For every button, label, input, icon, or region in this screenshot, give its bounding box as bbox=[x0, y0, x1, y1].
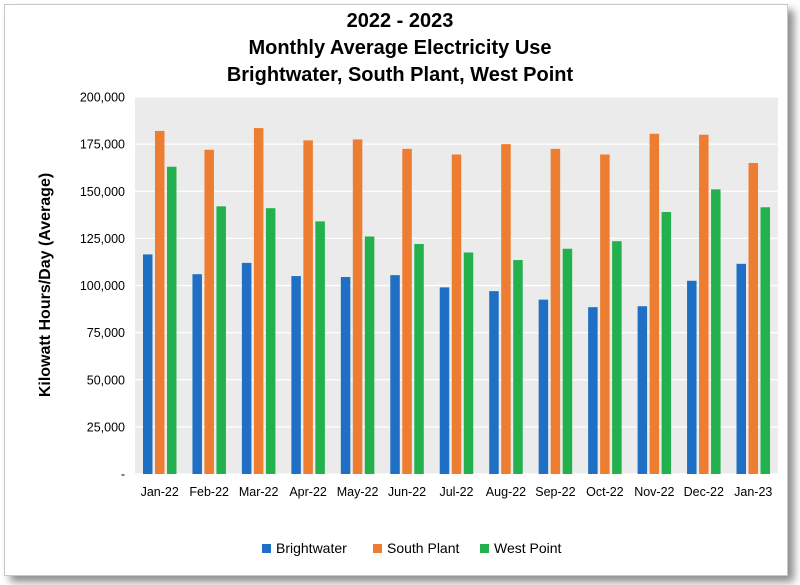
bar-west-point bbox=[661, 211, 672, 475]
x-tick-label: Nov-22 bbox=[634, 485, 674, 499]
bar-brightwater bbox=[736, 263, 747, 474]
bar-south-plant bbox=[303, 140, 313, 475]
chart-title-line-3: Brightwater, South Plant, West Point bbox=[227, 64, 574, 86]
y-tick-label: 50,000 bbox=[87, 373, 125, 387]
legend-label: South Plant bbox=[387, 540, 459, 556]
bar-west-point bbox=[315, 221, 325, 474]
bar-brightwater bbox=[439, 287, 450, 474]
y-tick-label: 175,000 bbox=[80, 138, 125, 152]
y-axis-ticks: - 25,000 50,000 75,000 100,000 125,000 150,000… bbox=[80, 91, 125, 482]
y-tick-label: - bbox=[121, 468, 125, 482]
x-tick-label: Aug-22 bbox=[486, 485, 526, 499]
y-tick-label: 25,000 bbox=[87, 420, 125, 434]
y-axis-label: Kilowatt Hours/Day (Average) bbox=[37, 173, 54, 397]
bar-brightwater bbox=[192, 274, 202, 474]
y-tick-label: 100,000 bbox=[80, 279, 125, 293]
y-tick-label: 150,000 bbox=[80, 185, 125, 199]
bar-brightwater bbox=[489, 291, 499, 474]
bar-west-point bbox=[216, 206, 226, 474]
bar-brightwater bbox=[291, 276, 301, 474]
x-tick-label: Dec-22 bbox=[684, 485, 724, 499]
bar-south-plant bbox=[253, 128, 264, 475]
bar-west-point bbox=[463, 252, 474, 474]
bar-brightwater bbox=[142, 254, 153, 474]
bar-brightwater bbox=[241, 262, 252, 474]
bar-south-plant bbox=[154, 130, 165, 474]
legend-swatch bbox=[262, 544, 271, 553]
x-tick-label: Jan-22 bbox=[141, 485, 179, 499]
x-tick-label: Apr-22 bbox=[289, 485, 327, 499]
bar-south-plant bbox=[550, 148, 561, 474]
bar-south-plant bbox=[699, 134, 709, 474]
chart-title: 2022 - 2023 Monthly Average Electricity … bbox=[227, 10, 574, 86]
bar-west-point bbox=[711, 189, 721, 475]
bar-brightwater bbox=[390, 275, 400, 474]
x-tick-label: Sep-22 bbox=[535, 485, 575, 499]
bar-west-point bbox=[513, 260, 523, 474]
x-axis-ticks: Jan-22 Feb-22 Mar-22 Apr-22 May-22 Jun-22 Jul-… bbox=[141, 485, 773, 499]
y-tick-label: 200,000 bbox=[80, 91, 125, 105]
bar-west-point bbox=[760, 207, 771, 474]
bar-brightwater bbox=[687, 280, 697, 474]
bar-brightwater bbox=[588, 307, 598, 474]
x-tick-label: Jun-22 bbox=[388, 485, 426, 499]
bar-south-plant bbox=[402, 148, 412, 474]
bar-south-plant bbox=[352, 139, 363, 474]
x-tick-label: Feb-22 bbox=[189, 485, 229, 499]
bar-west-point bbox=[612, 241, 622, 474]
bar-south-plant bbox=[649, 133, 660, 474]
x-tick-label: Mar-22 bbox=[239, 485, 279, 499]
bar-west-point bbox=[166, 166, 177, 474]
legend-swatch bbox=[480, 544, 489, 553]
bar-west-point bbox=[414, 244, 424, 474]
y-tick-label: 75,000 bbox=[87, 326, 125, 340]
legend-label: Brightwater bbox=[276, 540, 347, 556]
bar-brightwater bbox=[637, 306, 648, 474]
legend-label: West Point bbox=[494, 540, 562, 556]
x-tick-label: May-22 bbox=[337, 485, 379, 499]
bar-west-point bbox=[265, 208, 276, 474]
chart-title-line-2: Monthly Average Electricity Use bbox=[248, 37, 551, 59]
chart-title-line-1: 2022 - 2023 bbox=[347, 10, 454, 32]
x-tick-label: Jul-22 bbox=[439, 485, 473, 499]
bar-south-plant bbox=[451, 154, 462, 474]
bar-south-plant bbox=[600, 154, 610, 474]
bar-brightwater bbox=[340, 277, 351, 474]
legend: Brightwater South Plant West Point bbox=[262, 540, 562, 556]
bar-south-plant bbox=[501, 144, 511, 474]
x-tick-label: Oct-22 bbox=[586, 485, 624, 499]
y-tick-label: 125,000 bbox=[80, 232, 125, 246]
bar-south-plant bbox=[204, 149, 214, 474]
bar-west-point bbox=[364, 236, 375, 474]
bar-brightwater bbox=[538, 299, 549, 474]
x-tick-label: Jan-23 bbox=[734, 485, 772, 499]
legend-swatch bbox=[373, 544, 382, 553]
bar-west-point bbox=[562, 248, 573, 474]
bars bbox=[142, 128, 771, 475]
bar-south-plant bbox=[748, 162, 759, 474]
